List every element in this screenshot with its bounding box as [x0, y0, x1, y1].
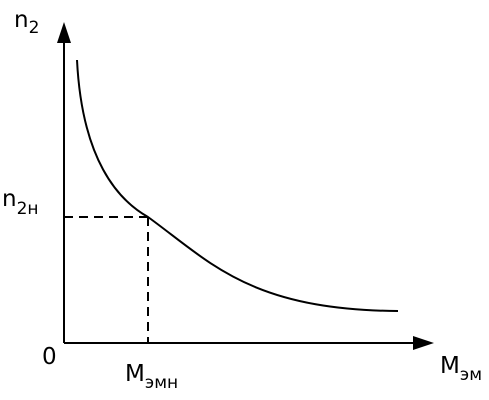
rated-torque-label-main: M — [125, 361, 145, 387]
origin-label: 0 — [42, 344, 57, 370]
rated-torque-label-sub: эмн — [145, 373, 178, 393]
characteristic-curve — [76, 59, 399, 312]
rated-torque-label: Mэмн — [125, 361, 178, 393]
rated-speed-label-main: n — [2, 186, 17, 212]
rated-speed-label: n2н — [2, 186, 39, 219]
rated-speed-label-sub: 2н — [17, 199, 39, 219]
x-axis-label: Mэм — [440, 353, 482, 385]
x-axis-arrowhead — [413, 336, 434, 350]
x-axis-label-sub: эм — [460, 365, 482, 385]
y-axis-label-sub: 2 — [29, 18, 40, 38]
y-axis-arrowhead — [57, 22, 71, 43]
x-axis-label-main: M — [440, 353, 460, 379]
y-axis-label: n2 — [14, 7, 39, 38]
y-axis-label-main: n — [14, 7, 29, 33]
